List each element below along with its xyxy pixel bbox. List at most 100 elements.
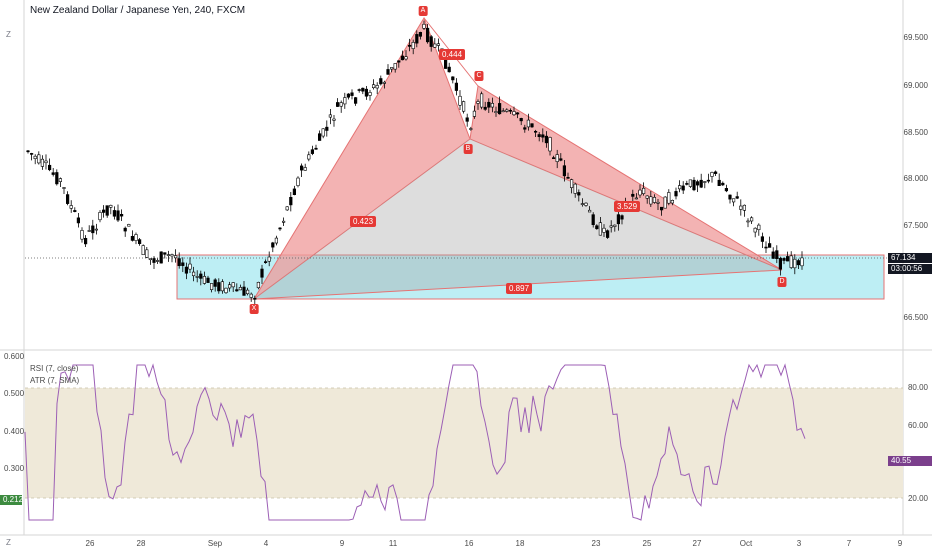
zoom-button-top[interactable]: Z bbox=[6, 30, 11, 39]
candle-body bbox=[47, 164, 52, 171]
point-d-label: D bbox=[777, 277, 787, 287]
time-tick: 7 bbox=[846, 539, 852, 548]
candle-body bbox=[533, 130, 538, 133]
candle-body bbox=[231, 282, 235, 288]
rsi-label[interactable]: RSI (7, close) bbox=[30, 364, 79, 373]
candle-body bbox=[386, 69, 390, 75]
candle-body bbox=[443, 58, 448, 69]
ratio-ab-bc: 0.444 bbox=[439, 49, 466, 60]
zoom-button-bottom[interactable]: Z bbox=[6, 538, 11, 547]
candle-body bbox=[425, 27, 430, 43]
candle-body bbox=[551, 157, 556, 159]
candle-body bbox=[523, 127, 527, 130]
candle-body bbox=[433, 43, 437, 48]
candle-body bbox=[109, 204, 113, 208]
candle-body bbox=[749, 217, 754, 222]
rsi-band bbox=[25, 388, 903, 498]
candle-body bbox=[98, 212, 102, 221]
candle-body bbox=[325, 126, 329, 131]
candle-body bbox=[685, 183, 689, 185]
point-c-label: C bbox=[474, 71, 484, 81]
candle-body bbox=[569, 179, 574, 188]
candle-body bbox=[620, 215, 624, 220]
candle-body bbox=[505, 109, 509, 112]
candle-body bbox=[371, 84, 376, 89]
candle-body bbox=[573, 183, 577, 194]
candlestick-series bbox=[26, 20, 804, 306]
candle-body bbox=[213, 279, 217, 287]
candle-body bbox=[717, 179, 721, 187]
candle-body bbox=[616, 214, 620, 225]
candle-body bbox=[800, 257, 804, 267]
price-tick: 66.500 bbox=[903, 313, 928, 322]
candle-body bbox=[735, 196, 739, 199]
candle-body bbox=[436, 43, 441, 46]
candle-body bbox=[238, 287, 243, 291]
candle-body bbox=[40, 158, 44, 167]
candle-body bbox=[361, 87, 365, 92]
candle-body bbox=[451, 76, 455, 81]
candle-body bbox=[76, 217, 80, 224]
candle-body bbox=[566, 177, 570, 179]
candle-body bbox=[577, 192, 581, 196]
candle-body bbox=[170, 254, 174, 257]
candle-body bbox=[580, 203, 584, 205]
candle-body bbox=[775, 250, 779, 259]
time-tick: Sep bbox=[207, 539, 223, 548]
candle-body bbox=[317, 133, 322, 141]
candle-body bbox=[429, 36, 433, 47]
candle-body bbox=[130, 236, 135, 241]
time-tick: 16 bbox=[464, 539, 474, 548]
candle-body bbox=[210, 283, 214, 290]
candle-body bbox=[649, 196, 653, 205]
candle-body bbox=[328, 114, 333, 118]
candle-body bbox=[731, 198, 736, 203]
candle-body bbox=[537, 134, 541, 138]
candle-body bbox=[145, 249, 149, 258]
candle-body bbox=[281, 220, 286, 223]
candle-body bbox=[206, 277, 210, 283]
time-tick: Oct bbox=[739, 539, 753, 548]
candle-body bbox=[699, 179, 703, 188]
candle-body bbox=[292, 188, 297, 196]
candle-body bbox=[263, 261, 268, 263]
candle-body bbox=[102, 209, 106, 213]
candle-body bbox=[138, 239, 142, 244]
candle-body bbox=[29, 153, 34, 155]
candle-body bbox=[674, 191, 678, 197]
rsi-tick: 60.00 bbox=[907, 421, 928, 430]
candle-body bbox=[793, 258, 797, 269]
time-tick: 25 bbox=[642, 539, 652, 548]
candle-body bbox=[562, 165, 566, 177]
candle-body bbox=[767, 243, 772, 248]
candle-body bbox=[659, 206, 664, 211]
candle-body bbox=[195, 276, 199, 278]
candle-body bbox=[393, 63, 397, 70]
candle-body bbox=[663, 196, 667, 209]
candle-body bbox=[609, 225, 613, 228]
time-tick: 23 bbox=[591, 539, 601, 548]
candle-body bbox=[400, 55, 405, 61]
candle-body bbox=[595, 225, 599, 230]
candle-body bbox=[796, 260, 800, 266]
rsi-tick: 20.00 bbox=[907, 494, 928, 503]
candle-body bbox=[192, 271, 196, 277]
candle-body bbox=[84, 238, 88, 245]
candle-body bbox=[764, 246, 768, 249]
atr-label[interactable]: ATR (7, SMA) bbox=[30, 376, 80, 385]
candle-body bbox=[181, 262, 185, 266]
candle-body bbox=[379, 78, 383, 85]
candle-body bbox=[548, 137, 552, 152]
candle-body bbox=[51, 172, 55, 175]
candle-body bbox=[188, 263, 192, 270]
candle-body bbox=[515, 112, 520, 115]
candle-body bbox=[335, 102, 340, 107]
candle-body bbox=[271, 242, 275, 248]
rsi-current-tag: 40.55 bbox=[888, 456, 932, 466]
time-tick: 3 bbox=[796, 539, 802, 548]
candle-body bbox=[260, 268, 264, 278]
price-tick: 69.000 bbox=[903, 81, 928, 90]
candle-body bbox=[602, 227, 606, 233]
candle-body bbox=[163, 252, 167, 255]
